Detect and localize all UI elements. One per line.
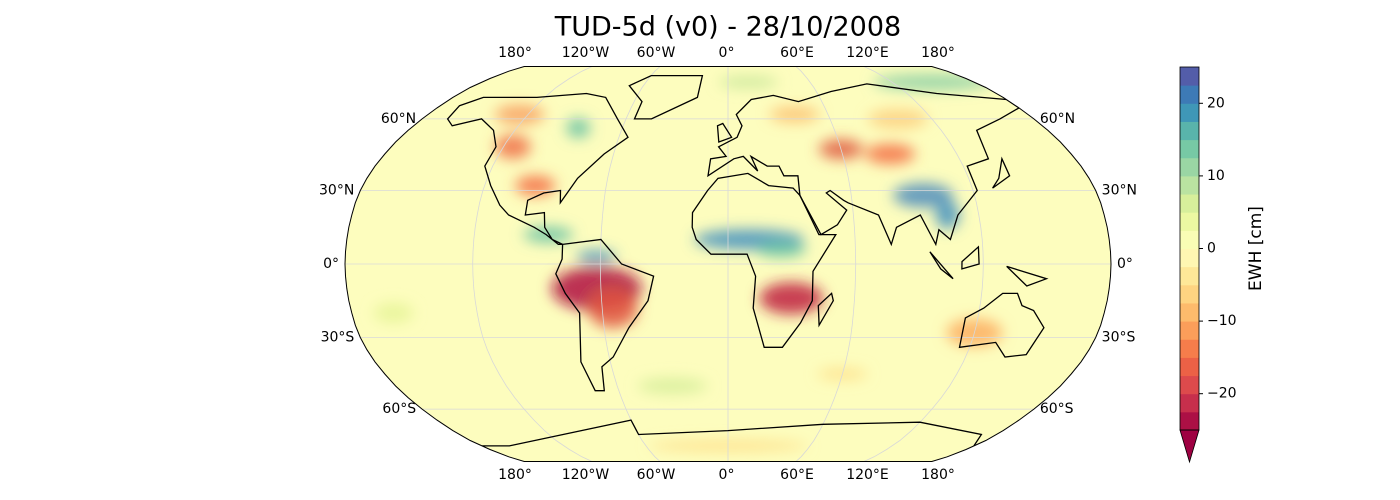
- coastline: [716, 122, 733, 143]
- anomaly-blob: [756, 241, 807, 258]
- lon-label: 60°E: [780, 467, 814, 483]
- lon-label: 0°: [719, 467, 735, 483]
- coastline: [961, 245, 980, 270]
- coastlines: [446, 74, 1049, 447]
- colorbar-bin: [1180, 248, 1199, 268]
- colorbar-bin: [1180, 230, 1199, 249]
- colorbar-bin: [1180, 284, 1199, 304]
- coastline: [929, 251, 954, 280]
- colorbar-bin: [1180, 302, 1199, 322]
- coastline: [446, 92, 629, 246]
- lon-label: 180°: [498, 45, 532, 61]
- anomaly-blob: [494, 104, 545, 125]
- coastline: [628, 74, 704, 120]
- lat-label: 60°S: [382, 401, 416, 417]
- anomaly-blob: [718, 76, 779, 89]
- anomaly-blob: [935, 201, 960, 230]
- colorbar-tick-label: −10: [1207, 313, 1237, 329]
- coastline: [992, 156, 1011, 189]
- colorbar-bin: [1180, 393, 1199, 413]
- colorbar-bin: [1180, 67, 1199, 86]
- anomaly-blob: [576, 250, 617, 263]
- anomaly-blob: [769, 106, 820, 123]
- map: 180° 120°W 60°W 0° 60°E 120°E 180° 180° 120°W 60°…: [319, 45, 1137, 483]
- colorbar-bin: [1180, 375, 1199, 395]
- lon-label: 180°: [921, 45, 955, 61]
- anomaly-blob: [587, 288, 638, 329]
- lat-label: 30°N: [1102, 183, 1137, 199]
- lon-label: 180°: [498, 467, 532, 483]
- lon-label: 0°: [719, 45, 735, 61]
- colorbar-bin: [1180, 157, 1199, 177]
- colorbar-bin: [1180, 139, 1199, 159]
- lon-label: 180°: [921, 467, 955, 483]
- colorbar-tick-label: 0: [1207, 241, 1216, 257]
- colorbar-bin: [1180, 103, 1199, 122]
- colorbar: −20 −10 0 10 20 EWH [cm]: [1179, 66, 1266, 464]
- colorbar-bin: [1180, 321, 1199, 340]
- colorbar-extend: [1179, 429, 1200, 464]
- colorbar-bin: [1180, 339, 1199, 358]
- anomaly-blob: [759, 282, 824, 315]
- lat-label: 60°N: [1040, 111, 1075, 127]
- map-title: TUD-5d (v0) - 28/10/2008: [554, 12, 901, 43]
- coastline: [958, 292, 1045, 358]
- lon-label: 60°W: [637, 467, 676, 483]
- lat-label: 0°: [323, 256, 339, 272]
- map-boundary: [344, 66, 1112, 462]
- coastline: [707, 83, 1021, 247]
- colorbar-label: EWH [cm]: [1246, 206, 1266, 291]
- lat-label: 0°: [1117, 256, 1133, 272]
- coastline: [691, 172, 837, 348]
- colorbar-bin: [1180, 266, 1199, 286]
- map-field: [345, 66, 1111, 462]
- anomaly-field: [373, 74, 1003, 452]
- colorbar-bin: [1180, 175, 1199, 195]
- coastline: [1006, 265, 1049, 287]
- lat-label: 60°S: [1040, 401, 1074, 417]
- colorbar-tick-label: −20: [1207, 386, 1237, 402]
- colorbar-bin: [1180, 121, 1199, 141]
- anomaly-blob: [637, 377, 708, 394]
- anomaly-blob: [872, 74, 993, 91]
- anomaly-blob: [566, 118, 591, 139]
- lon-label: 120°E: [846, 45, 889, 61]
- lat-label: 30°S: [1102, 329, 1136, 345]
- anomaly-blob: [373, 302, 414, 323]
- colorbar-bin: [1180, 411, 1199, 431]
- lon-label: 60°W: [637, 45, 676, 61]
- coastline: [555, 238, 655, 392]
- coastline: [817, 292, 834, 328]
- lon-label: 120°W: [562, 45, 610, 61]
- colorbar-bin: [1180, 194, 1199, 213]
- lon-label: 120°E: [846, 467, 889, 483]
- lon-label: 120°W: [562, 467, 610, 483]
- colorbar-tick-label: 20: [1207, 95, 1225, 111]
- lat-label: 30°S: [321, 329, 355, 345]
- anomaly-blob: [494, 134, 531, 159]
- lat-label: 30°N: [319, 183, 354, 199]
- coastline: [482, 419, 983, 447]
- lat-label: 60°N: [381, 111, 416, 127]
- colorbar-bin: [1180, 357, 1199, 377]
- colorbar-tick-label: 10: [1207, 168, 1225, 184]
- colorbar-bin: [1180, 85, 1199, 104]
- anomaly-blob: [865, 143, 916, 164]
- anomaly-blob: [523, 226, 574, 243]
- colorbar-bin: [1180, 212, 1199, 231]
- lon-label: 60°E: [780, 45, 814, 61]
- anomaly-blob: [893, 183, 954, 208]
